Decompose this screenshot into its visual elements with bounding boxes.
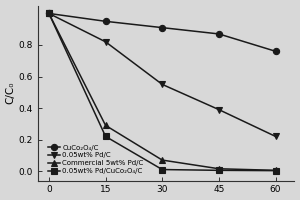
0.05wt% Pd/CuCo₂O₄/C xyxy=(274,169,278,172)
Commercial 5wt% Pd/C xyxy=(160,159,164,161)
Commercial 5wt% Pd/C xyxy=(217,168,221,170)
0.05wt% Pd/CuCo₂O₄/C xyxy=(217,169,221,172)
Commercial 5wt% Pd/C xyxy=(47,12,51,15)
Line: 0.05wt% Pd/CuCo₂O₄/C: 0.05wt% Pd/CuCo₂O₄/C xyxy=(46,10,279,174)
0.05wt% Pd/C xyxy=(47,12,51,15)
CuCo₂O₄/C xyxy=(217,33,221,35)
0.05wt% Pd/CuCo₂O₄/C xyxy=(104,135,107,138)
0.05wt% Pd/C xyxy=(160,83,164,86)
0.05wt% Pd/CuCo₂O₄/C xyxy=(47,12,51,15)
0.05wt% Pd/C xyxy=(217,108,221,111)
0.05wt% Pd/C xyxy=(104,41,107,43)
Commercial 5wt% Pd/C xyxy=(274,169,278,172)
Line: 0.05wt% Pd/C: 0.05wt% Pd/C xyxy=(46,10,279,140)
0.05wt% Pd/C xyxy=(274,135,278,138)
CuCo₂O₄/C xyxy=(104,20,107,23)
CuCo₂O₄/C xyxy=(274,50,278,52)
CuCo₂O₄/C xyxy=(47,12,51,15)
Y-axis label: C/C₀: C/C₀ xyxy=(6,82,16,104)
CuCo₂O₄/C xyxy=(160,26,164,29)
Line: CuCo₂O₄/C: CuCo₂O₄/C xyxy=(46,10,279,54)
0.05wt% Pd/CuCo₂O₄/C xyxy=(160,168,164,171)
Legend: CuCo₂O₄/C, 0.05wt% Pd/C, Commercial 5wt% Pd/C, 0.05wt% Pd/CuCo₂O₄/C: CuCo₂O₄/C, 0.05wt% Pd/C, Commercial 5wt%… xyxy=(46,143,145,175)
Commercial 5wt% Pd/C xyxy=(104,124,107,127)
Line: Commercial 5wt% Pd/C: Commercial 5wt% Pd/C xyxy=(46,10,279,173)
